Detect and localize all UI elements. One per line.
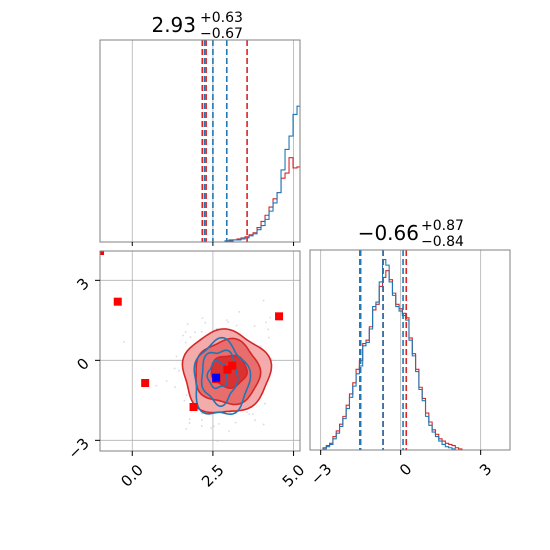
red-marker-square — [100, 251, 104, 255]
scatter-sample-point — [218, 484, 220, 486]
scatter-sample-point — [238, 311, 241, 313]
title-1-value: 2.93 — [151, 13, 196, 37]
scatter-sample-point — [123, 341, 125, 343]
scatter-sample-point — [184, 341, 187, 344]
red-marker-square — [141, 379, 150, 387]
blue-marker-square — [212, 373, 221, 382]
scatter-sample-point — [200, 425, 203, 427]
y-tick-label: 3 — [73, 274, 92, 293]
y-tick-label: −3 — [64, 434, 92, 462]
scatter-sample-point — [253, 325, 256, 327]
scatter-frame — [99, 250, 301, 452]
histogram-param-1 — [99, 39, 301, 246]
y-tick-label: 0 — [73, 354, 92, 373]
scatter-sample-point — [217, 423, 220, 425]
scatter-sample-point — [252, 413, 254, 415]
hist1-background — [100, 40, 300, 242]
hist2-blue-series — [310, 258, 492, 451]
scatter-sample-point — [273, 359, 276, 362]
scatter-sample-point — [248, 413, 251, 416]
red-marker-square — [223, 365, 232, 374]
scatter-sample-point — [201, 412, 203, 415]
scatter-sample-point — [226, 319, 228, 321]
title-2-lower-error: −0.84 — [421, 234, 464, 250]
x2-tick-label: −3 — [307, 460, 335, 488]
hist2-frame — [309, 249, 511, 451]
scatter-sample-point — [228, 430, 231, 432]
scatter-sample-point — [259, 345, 262, 348]
scatter-sample-point — [194, 331, 196, 334]
title-1-upper-error: +0.63 — [200, 10, 243, 26]
red-marker-square — [228, 361, 237, 370]
hist1-frame — [99, 39, 301, 243]
scatter-sample-point — [165, 380, 168, 382]
scatter-sample-point — [201, 418, 203, 421]
scatter-sample-point — [305, 372, 307, 374]
scatter-sample-point — [185, 428, 188, 430]
scatter-contour-panel — [99, 250, 307, 486]
scatter-sample-point — [200, 330, 203, 333]
scatter-sample-point — [213, 425, 215, 428]
scatter-sample-point — [204, 321, 207, 324]
title-2-value: −0.66 — [358, 221, 419, 245]
scatter-sample-point — [267, 336, 270, 339]
title-2-upper-error: +0.87 — [421, 218, 464, 234]
scatter-sample-point — [188, 418, 191, 421]
hist2-background — [310, 250, 510, 450]
scatter-sample-point — [270, 357, 273, 360]
scatter-sample-point — [265, 321, 267, 324]
scatter-sample-point — [174, 386, 176, 388]
scatter-sample-point — [234, 421, 237, 424]
x-axis-ticks-param-2: −3 0 3 — [307, 450, 495, 488]
scatter-sample-point — [201, 317, 204, 319]
x-tick-label: 5.0 — [279, 461, 309, 491]
x-tick-label: 2.5 — [198, 461, 228, 491]
blue-density-contour — [206, 359, 229, 390]
scatter-sample-point — [189, 336, 192, 339]
scatter-sample-point — [183, 399, 186, 402]
title-param-1: 2.93 +0.63 −0.67 — [151, 10, 242, 42]
scatter-sample-point — [235, 324, 238, 327]
scatter-sample-point — [245, 411, 248, 414]
scatter-sample-point — [186, 323, 189, 326]
scatter-sample-point — [185, 394, 188, 397]
scatter-sample-point — [227, 321, 230, 324]
title-1-lower-error: −0.67 — [200, 26, 243, 42]
scatter-sample-point — [262, 423, 265, 426]
scatter-sample-point — [254, 419, 257, 422]
scatter-inner — [100, 251, 307, 486]
scatter-sample-point — [264, 402, 266, 405]
x2-tick-label: 0 — [396, 460, 415, 479]
red-marker-square — [189, 403, 198, 411]
x2-tick-label: 3 — [476, 460, 495, 479]
red-marker-square — [275, 312, 284, 321]
scatter-sample-point — [267, 328, 270, 331]
scatter-sample-point — [155, 384, 158, 387]
scatter-sample-point — [182, 334, 184, 337]
scatter-sample-point — [216, 440, 219, 442]
x-tick-label: 0.0 — [117, 461, 147, 491]
blue-density-contour — [193, 336, 252, 416]
scatter-sample-point — [262, 299, 265, 302]
red-marker-square — [113, 297, 122, 306]
scatter-sample-point — [228, 411, 231, 414]
scatter-sample-point — [210, 427, 212, 429]
scatter-sample-point — [184, 331, 187, 333]
y-axis-ticks-param-2: −3 0 3 — [64, 274, 100, 463]
scatter-sample-point — [269, 316, 272, 319]
blue-density-contour — [200, 349, 239, 408]
scatter-sample-point — [188, 422, 191, 424]
scatter-sample-point — [175, 355, 178, 358]
scatter-sample-point — [178, 369, 180, 372]
x-axis-ticks-param-1: 0.0 2.5 5.0 — [117, 451, 308, 491]
title-param-2: −0.66 +0.87 −0.84 — [358, 218, 464, 250]
histogram-param-2 — [309, 249, 511, 451]
scatter-sample-point — [173, 367, 176, 370]
